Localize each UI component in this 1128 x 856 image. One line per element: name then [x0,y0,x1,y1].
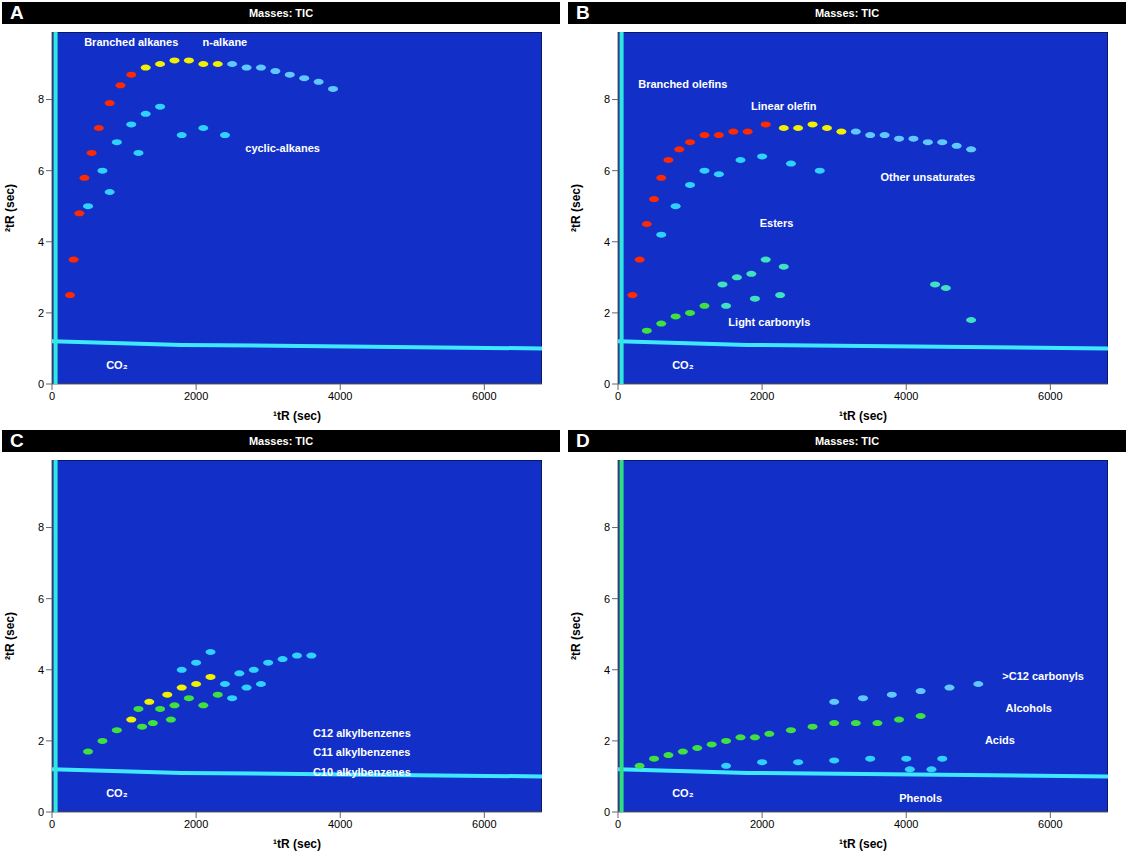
svg-text:2000: 2000 [184,818,208,830]
svg-text:²tR (sec): ²tR (sec) [569,612,583,660]
svg-text:4000: 4000 [894,390,918,402]
svg-text:0: 0 [38,806,44,818]
svg-text:n-alkane: n-alkane [203,36,248,48]
svg-text:6000: 6000 [1038,818,1062,830]
svg-text:Light carbonyls: Light carbonyls [728,316,810,328]
svg-text:¹tR (sec): ¹tR (sec) [839,837,887,851]
svg-text:6: 6 [38,165,44,177]
svg-text:4000: 4000 [328,390,352,402]
svg-text:Branched alkanes: Branched alkanes [84,36,178,48]
svg-text:CO₂: CO₂ [106,359,128,371]
svg-text:¹tR (sec): ¹tR (sec) [273,837,321,851]
svg-text:0: 0 [615,390,621,402]
html-text:Masses: TIC: Masses: TIC [248,435,314,447]
svg-text:2000: 2000 [750,390,774,402]
html-text:A: A [10,2,24,23]
html-text:C: C [10,430,24,451]
svg-text:Linear olefin: Linear olefin [751,100,817,112]
html-text:D: D [576,430,590,451]
svg-text:4: 4 [38,664,44,676]
svg-text:0: 0 [38,378,44,390]
svg-text:²tR (sec): ²tR (sec) [569,184,583,232]
svg-text:Alcohols: Alcohols [1006,702,1052,714]
svg-text:Other unsaturates: Other unsaturates [880,171,975,183]
svg-text:2: 2 [38,307,44,319]
svg-text:8: 8 [604,93,610,105]
svg-text:C12 alkylbenzenes: C12 alkylbenzenes [313,727,411,739]
svg-text:Esters: Esters [760,217,794,229]
svg-text:¹tR (sec): ¹tR (sec) [839,409,887,423]
html-text:Masses: TIC: Masses: TIC [248,7,314,19]
html-text:Masses: TIC: Masses: TIC [814,7,880,19]
svg-text:>C12 carbonyls: >C12 carbonyls [1002,670,1084,682]
svg-text:C10 alkylbenzenes: C10 alkylbenzenes [313,766,411,778]
svg-text:2: 2 [38,735,44,747]
svg-text:8: 8 [38,521,44,533]
svg-text:4000: 4000 [894,818,918,830]
html-text:Masses: TIC: Masses: TIC [814,435,880,447]
svg-text:4: 4 [604,664,610,676]
svg-text:6000: 6000 [1038,390,1062,402]
svg-text:2000: 2000 [184,390,208,402]
svg-text:CO₂: CO₂ [672,359,694,371]
svg-text:0: 0 [49,390,55,402]
svg-text:6000: 6000 [472,818,496,830]
svg-text:²tR (sec): ²tR (sec) [3,612,17,660]
svg-text:CO₂: CO₂ [106,787,128,799]
svg-text:Branched olefins: Branched olefins [638,78,727,90]
svg-text:8: 8 [38,93,44,105]
svg-text:0: 0 [49,818,55,830]
svg-text:6: 6 [38,593,44,605]
svg-text:Phenols: Phenols [899,792,942,804]
svg-text:CO₂: CO₂ [672,787,694,799]
svg-text:4000: 4000 [328,818,352,830]
svg-text:0: 0 [604,806,610,818]
svg-text:6000: 6000 [472,390,496,402]
svg-text:C11 alkylbenzenes: C11 alkylbenzenes [313,746,410,758]
svg-text:6: 6 [604,593,610,605]
svg-text:¹tR (sec): ¹tR (sec) [273,409,321,423]
svg-text:2000: 2000 [750,818,774,830]
svg-text:2: 2 [604,735,610,747]
svg-text:4: 4 [38,236,44,248]
svg-text:2: 2 [604,307,610,319]
svg-text:cyclic-alkanes: cyclic-alkanes [245,142,320,154]
svg-text:0: 0 [604,378,610,390]
svg-text:6: 6 [604,165,610,177]
svg-text:8: 8 [604,521,610,533]
svg-text:4: 4 [604,236,610,248]
html-text:B: B [576,2,590,23]
svg-text:0: 0 [615,818,621,830]
svg-text:Acids: Acids [985,734,1015,746]
svg-text:²tR (sec): ²tR (sec) [3,184,17,232]
